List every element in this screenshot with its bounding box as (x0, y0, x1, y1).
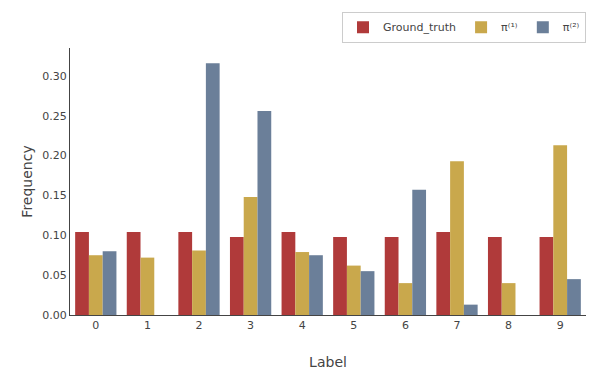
svg-text:7: 7 (454, 319, 461, 332)
svg-text:π⁽¹⁾: π⁽¹⁾ (501, 21, 518, 34)
svg-text:4: 4 (299, 319, 306, 332)
svg-text:6: 6 (402, 319, 409, 332)
svg-text:Frequency: Frequency (19, 145, 35, 217)
svg-text:Ground_truth: Ground_truth (383, 21, 456, 34)
svg-text:0.15: 0.15 (42, 189, 67, 202)
svg-text:0.25: 0.25 (42, 110, 67, 123)
svg-text:5: 5 (350, 319, 357, 332)
svg-text:0.00: 0.00 (42, 309, 67, 322)
svg-text:8: 8 (505, 319, 512, 332)
svg-text:0.05: 0.05 (42, 269, 67, 282)
svg-text:π⁽²⁾: π⁽²⁾ (563, 21, 580, 34)
svg-text:0: 0 (92, 319, 99, 332)
svg-text:3: 3 (247, 319, 254, 332)
svg-text:0.30: 0.30 (42, 70, 67, 83)
svg-text:1: 1 (144, 319, 151, 332)
svg-text:0.10: 0.10 (42, 229, 67, 242)
svg-text:0.20: 0.20 (42, 149, 67, 162)
svg-text:2: 2 (196, 319, 203, 332)
svg-text:Label: Label (309, 354, 347, 370)
svg-text:9: 9 (557, 319, 564, 332)
